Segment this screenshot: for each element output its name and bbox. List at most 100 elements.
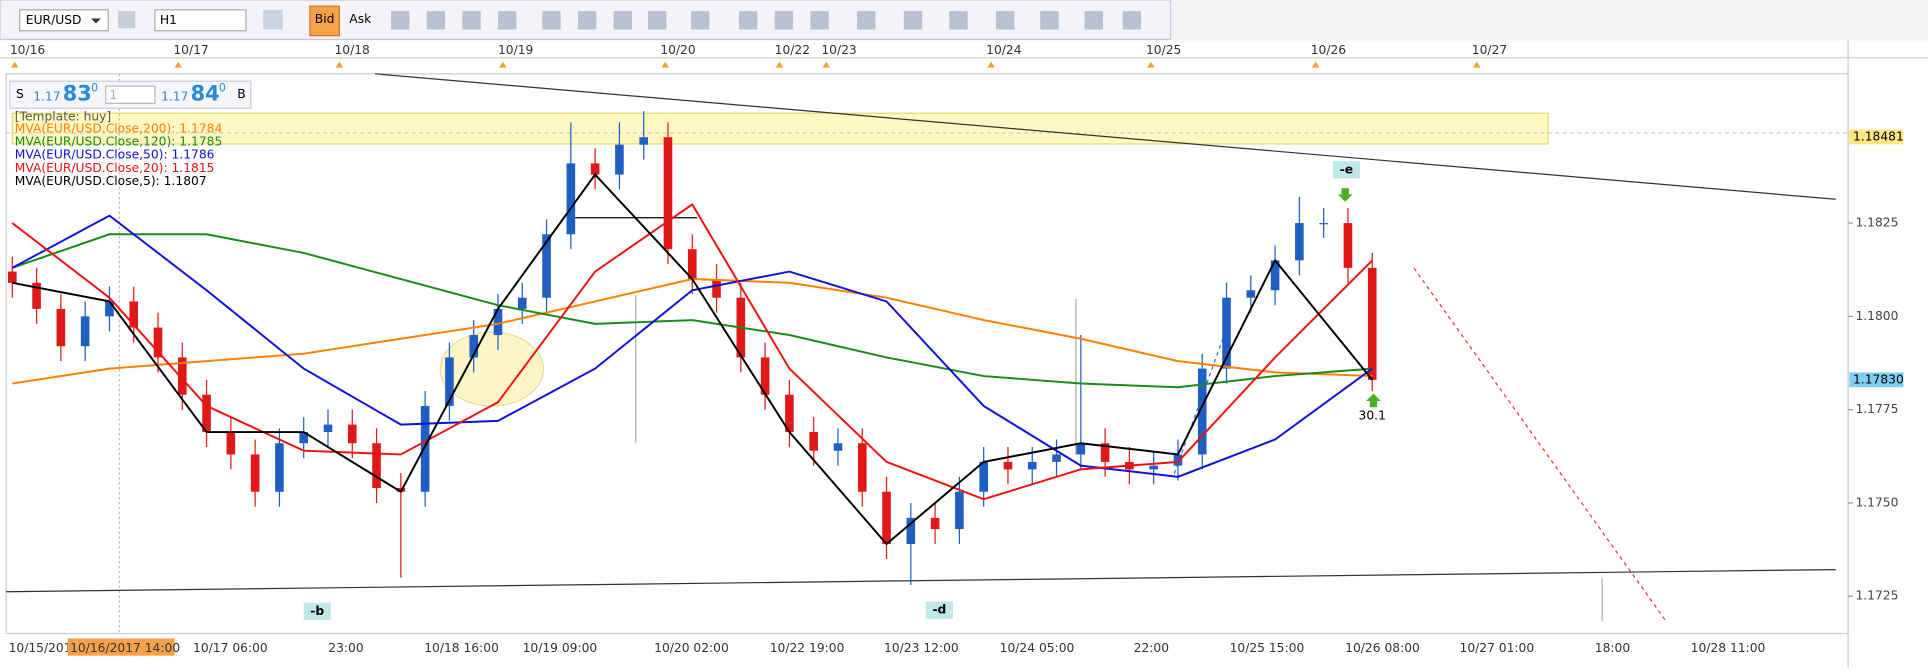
annotation-bg [1332, 161, 1360, 179]
projection-line [1413, 267, 1667, 622]
candle-body [7, 271, 17, 283]
tool-icon[interactable] [426, 11, 446, 30]
legend-entry: MVA(EUR/USD.Close,200): 1.1784 [15, 122, 223, 136]
lots-input[interactable] [105, 85, 156, 104]
zone [11, 112, 1549, 145]
candle-body [177, 357, 187, 395]
lots: 1 [109, 88, 117, 102]
candle-body [712, 279, 721, 298]
y-tick-label: 1.1825 [1855, 216, 1898, 230]
x-label: 10/20 02:00 [654, 641, 729, 655]
buy-pips: 84 [191, 82, 220, 106]
tool-icon[interactable] [462, 11, 481, 30]
x-label: 22:00 [1134, 641, 1169, 655]
candle-body [129, 301, 139, 328]
candle-body [56, 308, 66, 347]
tool-icon[interactable] [391, 11, 410, 30]
tool-icon[interactable] [577, 11, 597, 30]
candle-body [542, 234, 551, 298]
date-marker [335, 61, 344, 68]
dropdown-arrow [90, 18, 101, 24]
price-label-bg [1849, 372, 1904, 388]
x-label: 10/24 05:00 [1000, 641, 1075, 655]
tool-icon[interactable] [1084, 11, 1103, 30]
timeframe-select[interactable] [154, 9, 247, 32]
date-label: 10/17 [173, 43, 208, 57]
candle-body [882, 491, 891, 544]
candle-body [809, 432, 818, 451]
signal-arrow [1366, 393, 1381, 408]
candle-body [615, 144, 624, 175]
candle-body [639, 137, 648, 145]
ask-label[interactable]: Ask [349, 12, 372, 26]
tool-icon[interactable] [1040, 11, 1059, 30]
tool-icon[interactable] [613, 11, 633, 30]
tool-icon[interactable] [691, 11, 710, 30]
legend-entry: MVA(EUR/USD.Close,5): 1.1807 [15, 174, 207, 188]
candle-body [347, 424, 357, 444]
date-label: 10/27 [1472, 43, 1507, 57]
buy-price: 1.17 [161, 90, 188, 104]
date-marker [775, 61, 784, 68]
tool-icon[interactable] [857, 11, 876, 30]
date-label: 10/26 [1311, 43, 1347, 57]
trendline [6, 568, 1836, 593]
plot [7, 111, 1377, 586]
date-marker [822, 61, 830, 68]
tool-icon[interactable] [995, 11, 1015, 30]
candle-body [760, 357, 770, 395]
x-label: 10/25 15:00 [1230, 641, 1305, 655]
candle-body [469, 335, 479, 358]
candle-body [687, 249, 697, 280]
candle-body [1367, 267, 1377, 380]
candle-body [1100, 443, 1110, 462]
candle-body [785, 394, 794, 433]
candle-body [955, 491, 964, 530]
buy-label[interactable]: B [237, 87, 245, 101]
date-marker [1311, 61, 1320, 68]
candle-body [566, 163, 576, 235]
sell-label[interactable]: S [16, 87, 24, 101]
tool-icon[interactable] [810, 11, 829, 30]
moving-average [11, 214, 1373, 478]
candle-body [323, 424, 333, 433]
candle-body [1270, 260, 1280, 291]
date-marker [11, 61, 19, 68]
date-label: 10/23 [821, 43, 856, 57]
tool-icon[interactable] [903, 11, 923, 30]
template-label: [Template: huy] [15, 109, 111, 123]
tool-icon[interactable] [118, 11, 136, 29]
candle-body [1319, 223, 1328, 225]
symbol-select[interactable] [19, 9, 109, 32]
trendline [374, 73, 1836, 200]
candle-body [663, 137, 673, 250]
tool-icon[interactable] [542, 11, 561, 30]
candle-body [445, 357, 454, 406]
tool-icon[interactable] [949, 11, 968, 30]
x-label: 10/18 16:00 [424, 641, 499, 655]
date-label: 10/18 [334, 43, 369, 57]
x-label-highlight [67, 638, 175, 656]
tool-icon[interactable] [647, 11, 667, 30]
candle-body [906, 517, 916, 544]
candle-body [1027, 461, 1037, 470]
tool-icon[interactable] [738, 11, 758, 30]
candle-body [1222, 297, 1231, 369]
annotation: -d [932, 603, 946, 617]
date-label: 10/20 [660, 43, 695, 57]
tool-icon[interactable] [263, 9, 283, 30]
tool-icon[interactable] [774, 11, 794, 30]
date-marker [174, 61, 182, 68]
tool-icon[interactable] [1122, 11, 1142, 30]
tool-icon[interactable] [497, 11, 517, 30]
annotation-bg [303, 602, 331, 621]
x-label: 18:00 [1595, 641, 1630, 655]
candle-body [1003, 461, 1013, 470]
bid-button[interactable] [309, 5, 340, 37]
price-label: 1.18481 [1853, 129, 1904, 143]
candle-body [420, 405, 430, 492]
x-label: 23:00 [328, 641, 363, 655]
y-tick-label: 1.1750 [1855, 495, 1898, 509]
